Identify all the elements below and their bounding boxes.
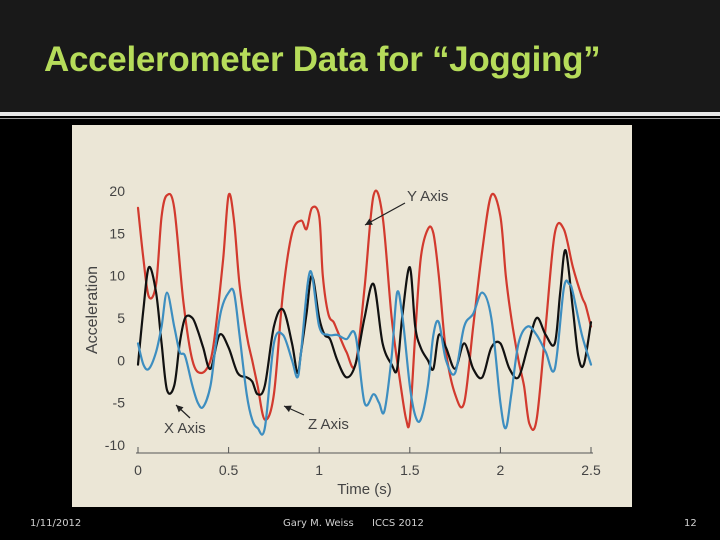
x-tick-label: 0 [134, 462, 142, 478]
annotation-label: X Axis [164, 420, 206, 437]
slide-title: Accelerometer Data for “Jogging” [44, 40, 601, 79]
annotation-label: Y Axis [407, 188, 448, 205]
title-divider-thin [0, 118, 720, 119]
x-tick-label: 2.5 [581, 462, 601, 478]
annotation-arrowhead [284, 405, 292, 413]
y-tick-label: 20 [109, 183, 125, 199]
series-line-y-axis [136, 189, 593, 432]
annotation-arrowhead [365, 218, 373, 225]
x-tick-label: 0.5 [219, 462, 239, 478]
series-line-z-axis [136, 270, 593, 436]
series-line-x-axis [136, 249, 593, 396]
x-axis-label: Time (s) [337, 481, 391, 498]
y-tick-label: -10 [105, 437, 125, 453]
footer-page-number: 12 [684, 518, 697, 529]
title-bar [0, 0, 720, 112]
footer-date: 1/11/2012 [30, 518, 82, 529]
x-tick-label: 2 [497, 462, 505, 478]
accelerometer-chart: 20 15 10 5 0 -5 -10 0 0.5 1 1.5 2 2.5 Time (s) Acceler… [84, 183, 601, 498]
x-tick-label: 1 [315, 462, 323, 478]
y-axis-label: Acceleration [84, 266, 101, 354]
y-tick-label: 15 [109, 225, 125, 241]
annotation-arrowhead [176, 405, 184, 413]
y-tick-label: -5 [113, 395, 126, 411]
x-tick-label: 1.5 [400, 462, 420, 478]
footer-author: Gary M. Weiss [283, 518, 354, 529]
chart-panel: 20 15 10 5 0 -5 -10 0 0.5 1 1.5 2 2.5 Time (s) Acceler… [72, 125, 632, 507]
y-tick-label: 5 [117, 310, 125, 326]
y-tick-label: 0 [117, 352, 125, 368]
title-divider [0, 112, 720, 116]
y-tick-label: 10 [109, 268, 125, 284]
footer-venue: ICCS 2012 [372, 518, 424, 529]
annotation-label: Z Axis [308, 416, 349, 433]
annotation-arrow [364, 202, 406, 226]
